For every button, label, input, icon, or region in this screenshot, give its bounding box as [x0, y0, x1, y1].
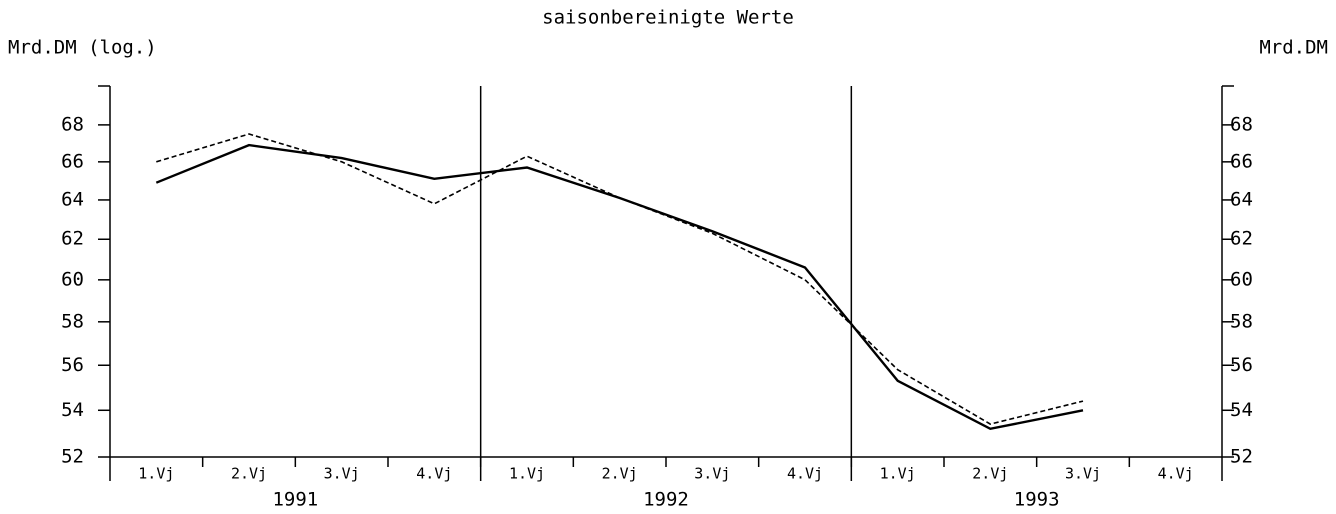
y-axis-label: Mrd.DM (log.) [8, 37, 157, 59]
y-tick-label: 52 [61, 446, 84, 468]
x-tick-label: 2.Vj [972, 465, 1008, 483]
x-tick-label: 3.Vj [694, 465, 730, 483]
y2-tick-label: 52 [1230, 446, 1253, 468]
x-tick-label: 1.Vj [509, 465, 545, 483]
group-label: 1991 [272, 489, 318, 511]
series-line [156, 133, 1084, 425]
group-label: 1992 [643, 489, 689, 511]
y-tick-label: 58 [61, 310, 84, 332]
y-tick-label: 56 [61, 354, 84, 376]
y2-tick-label: 60 [1230, 268, 1253, 290]
x-tick-label: 4.Vj [1158, 465, 1194, 483]
chart-title: saisonbereinigte Werte [542, 7, 794, 29]
y-tick-label: 68 [61, 113, 84, 135]
y2-tick-label: 64 [1230, 188, 1253, 210]
y-tick-label: 60 [61, 268, 84, 290]
y-tick-label: 54 [61, 399, 84, 421]
y2-tick-label: 58 [1230, 310, 1253, 332]
x-tick-label: 1.Vj [880, 465, 916, 483]
y-tick-label: 66 [61, 150, 84, 172]
x-tick-label: 1.Vj [138, 465, 174, 483]
y2-axis-label: Mrd.DM [1259, 37, 1328, 59]
x-tick-label: 4.Vj [787, 465, 823, 483]
y2-tick-label: 56 [1230, 354, 1253, 376]
group-label: 1993 [1014, 489, 1060, 511]
y2-tick-label: 66 [1230, 150, 1253, 172]
y2-tick-label: 54 [1230, 399, 1253, 421]
series-line [155, 143, 1084, 431]
x-tick-label: 3.Vj [324, 465, 360, 483]
x-tick-label: 4.Vj [416, 465, 452, 483]
y-tick-label: 62 [61, 228, 84, 250]
y2-tick-label: 68 [1230, 113, 1253, 135]
y2-tick-label: 62 [1230, 228, 1253, 250]
y-tick-label: 64 [61, 188, 84, 210]
x-tick-label: 3.Vj [1065, 465, 1101, 483]
x-tick-label: 2.Vj [231, 465, 267, 483]
x-tick-label: 2.Vj [602, 465, 638, 483]
